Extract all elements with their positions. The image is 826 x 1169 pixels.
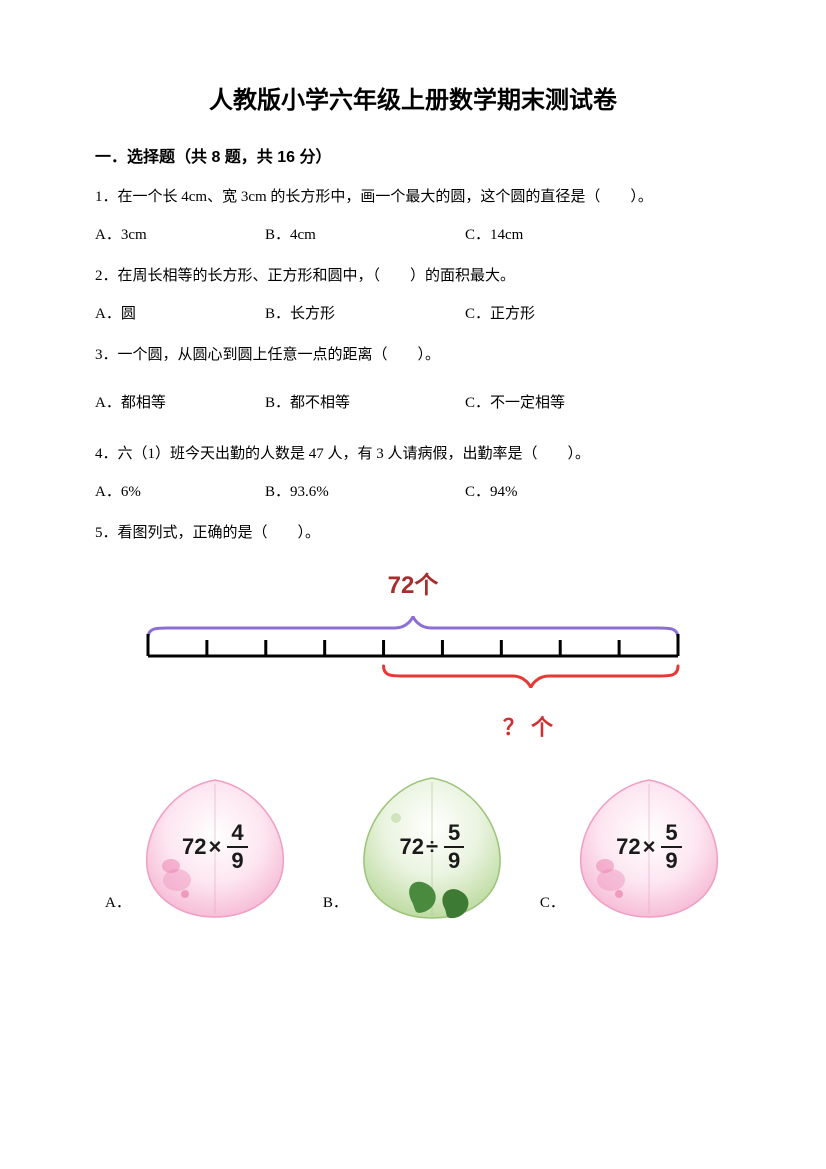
question-3: 3．一个圆，从圆心到圆上任意一点的距离（ ）。 bbox=[95, 343, 731, 367]
answer-c-expression: 72 × 5 9 bbox=[616, 822, 682, 872]
number-line-svg bbox=[133, 606, 693, 701]
answer-c-letter: C． bbox=[540, 891, 565, 922]
q4-option-a: A．6% bbox=[95, 480, 265, 501]
expr-op: × bbox=[209, 834, 222, 860]
question-4: 4．六（1）班今天出勤的人数是 47 人，有 3 人请病假，出勤率是（ ）。 bbox=[95, 442, 731, 466]
leaf-b: 72 ÷ 5 9 bbox=[352, 772, 512, 922]
numerator: 5 bbox=[444, 822, 464, 846]
answer-b-expression: 72 ÷ 5 9 bbox=[399, 822, 464, 872]
answer-b: B． 72 bbox=[323, 772, 512, 922]
q3-option-a: A．都相等 bbox=[95, 391, 265, 412]
fraction: 4 9 bbox=[227, 822, 247, 872]
q3-option-b: B．都不相等 bbox=[265, 391, 465, 412]
fraction: 5 9 bbox=[444, 822, 464, 872]
fraction: 5 9 bbox=[661, 822, 681, 872]
q2-option-a: A．圆 bbox=[95, 302, 265, 323]
leaf-c: 72 × 5 9 bbox=[569, 772, 729, 922]
denominator: 9 bbox=[444, 846, 464, 872]
answer-options-row: A． 72 bbox=[95, 772, 731, 922]
denominator: 9 bbox=[227, 846, 247, 872]
expr-whole: 72 bbox=[182, 834, 206, 860]
q1-option-b: B．4cm bbox=[265, 223, 465, 244]
page-title: 人教版小学六年级上册数学期末测试卷 bbox=[95, 80, 731, 115]
question-2-options: A．圆 B．长方形 C．正方形 bbox=[95, 302, 731, 323]
expr-op: × bbox=[643, 834, 656, 860]
number-line-diagram: 72个 ？ 个 bbox=[133, 565, 693, 742]
answer-a-letter: A． bbox=[105, 891, 131, 922]
numerator: 4 bbox=[227, 822, 247, 846]
diagram-bottom-label: ？ 个 bbox=[133, 710, 693, 742]
question-4-options: A．6% B．93.6% C．94% bbox=[95, 480, 731, 501]
q2-option-c: C．正方形 bbox=[465, 302, 635, 323]
q4-option-c: C．94% bbox=[465, 480, 635, 501]
q4-option-b: B．93.6% bbox=[265, 480, 465, 501]
answer-c: C． 72 × 5 9 bbox=[540, 772, 729, 922]
numerator: 5 bbox=[661, 822, 681, 846]
expr-op: ÷ bbox=[426, 834, 438, 860]
leaf-a: 72 × 4 9 bbox=[135, 772, 295, 922]
denominator: 9 bbox=[661, 846, 681, 872]
answer-a: A． 72 bbox=[105, 772, 295, 922]
question-2: 2．在周长相等的长方形、正方形和圆中，（ ）的面积最大。 bbox=[95, 264, 731, 288]
q2-option-b: B．长方形 bbox=[265, 302, 465, 323]
expr-whole: 72 bbox=[399, 834, 423, 860]
q3-option-c: C．不一定相等 bbox=[465, 391, 635, 412]
question-5: 5．看图列式，正确的是（ ）。 bbox=[95, 521, 731, 545]
expr-whole: 72 bbox=[616, 834, 640, 860]
q1-option-c: C．14cm bbox=[465, 223, 635, 244]
diagram-top-label: 72个 bbox=[133, 565, 693, 600]
answer-a-expression: 72 × 4 9 bbox=[182, 822, 248, 872]
question-3-options: A．都相等 B．都不相等 C．不一定相等 bbox=[95, 391, 731, 412]
q1-option-a: A．3cm bbox=[95, 223, 265, 244]
question-1-options: A．3cm B．4cm C．14cm bbox=[95, 223, 731, 244]
section-header: 一．选择题（共 8 题，共 16 分） bbox=[95, 143, 731, 167]
answer-b-letter: B． bbox=[323, 891, 348, 922]
question-1: 1．在一个长 4cm、宽 3cm 的长方形中，画一个最大的圆，这个圆的直径是（ … bbox=[95, 185, 731, 209]
